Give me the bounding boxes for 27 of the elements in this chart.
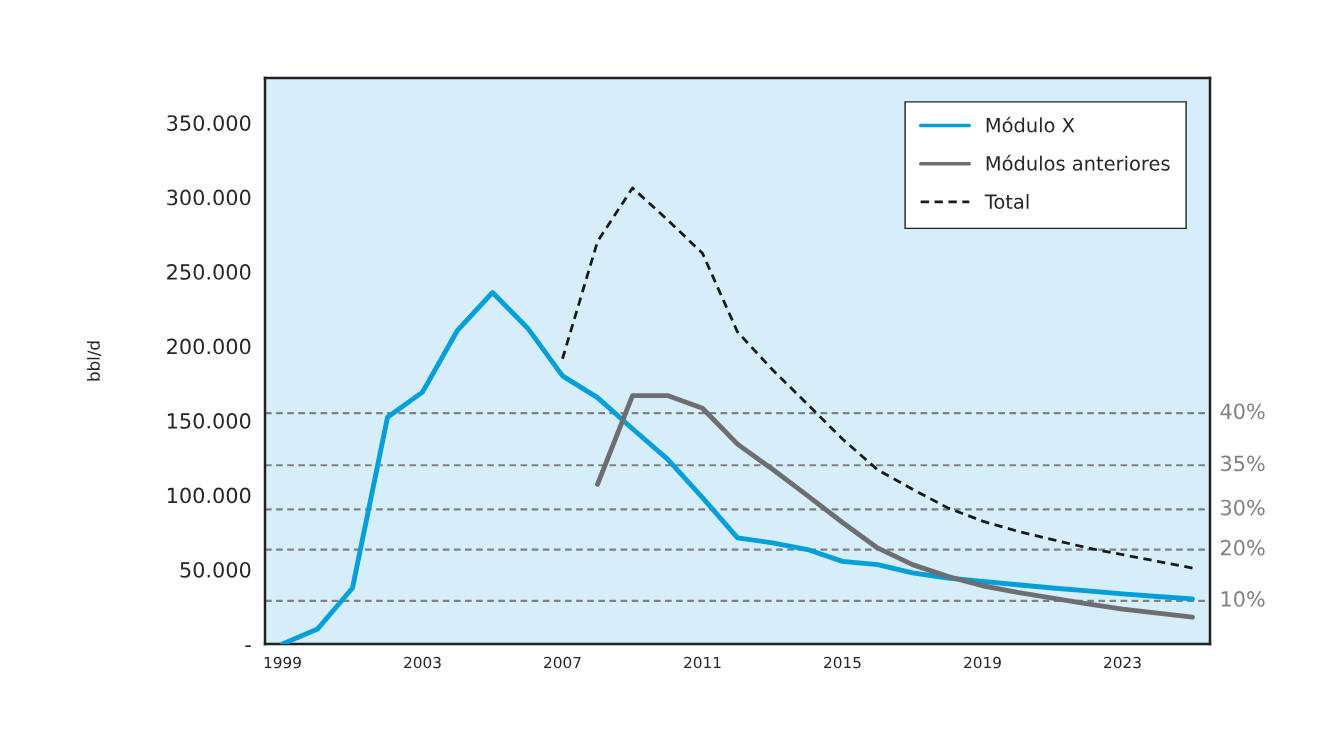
y-tick-label: 50.000 bbox=[180, 561, 251, 578]
line-series bbox=[280, 290, 1195, 644]
text: 20% bbox=[1220, 539, 1265, 556]
line-series bbox=[561, 186, 1194, 570]
y-tick-label: 350.000 bbox=[167, 115, 251, 131]
x-tick-label: 1999 bbox=[264, 656, 301, 669]
y-tick-label: 300.000 bbox=[167, 189, 251, 206]
x-tick-label: 2023 bbox=[1104, 656, 1141, 669]
y-tick-label: 200.000 bbox=[167, 338, 251, 355]
text: 30% bbox=[1221, 499, 1265, 516]
x-tick-label: 2011 bbox=[684, 656, 721, 669]
x-tick-label: 2003 bbox=[404, 656, 441, 669]
text: 35% bbox=[1221, 455, 1265, 472]
y-tick-label: 150.000 bbox=[167, 413, 251, 429]
x-tick-label: 2007 bbox=[544, 656, 581, 669]
x-tick-label: 2019 bbox=[964, 656, 1001, 669]
legend-label: Módulos anteriores bbox=[986, 154, 1170, 171]
text: 40% bbox=[1220, 403, 1265, 420]
legend-label: Total bbox=[984, 193, 1029, 210]
text: 10% bbox=[1221, 591, 1265, 607]
y-axis-title: bbl/d bbox=[87, 341, 102, 381]
y-tick-label: 250.000 bbox=[167, 264, 251, 280]
y-tick-label: 100.000 bbox=[167, 487, 251, 504]
x-tick-label: 2015 bbox=[824, 656, 861, 669]
line-series bbox=[595, 393, 1195, 620]
y-tick-label: - bbox=[245, 645, 251, 648]
legend-label: Módulo X bbox=[986, 116, 1075, 133]
